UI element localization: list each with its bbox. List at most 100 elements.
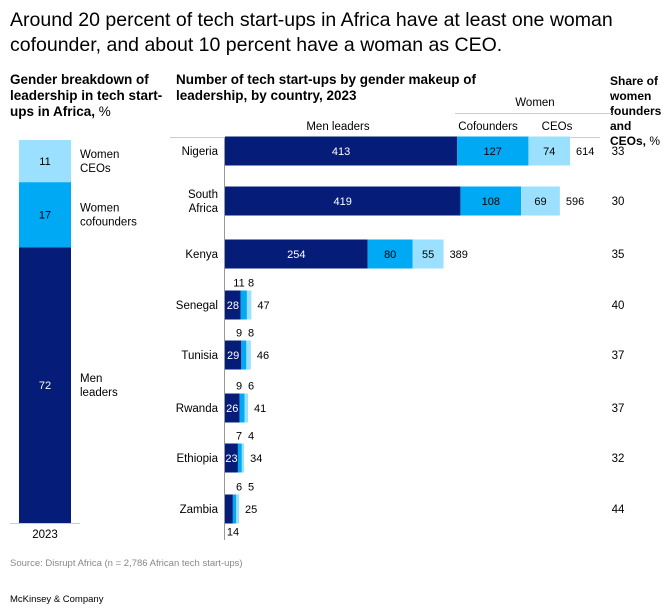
bar-segment-ethiopia-women-ceos — [241, 443, 245, 473]
column-header-men-leaders: Men leaders — [306, 121, 370, 133]
share-value-nigeria: 33 — [612, 146, 625, 158]
bar-value-rwanda-women-ceos: 6 — [248, 381, 254, 393]
bar-value-senegal-men-leaders: 28 — [227, 300, 239, 312]
bar-total-tunisia: 46 — [257, 350, 269, 362]
country-row-ethiopia: Ethiopia 23 7 4 34 — [176, 431, 262, 473]
bar-value-senegal-women-cofounders: 11 — [233, 278, 244, 290]
bar-segment-south-africa-women-cofounders — [460, 186, 522, 216]
bar-value-nigeria-men-leaders: 413 — [332, 146, 350, 158]
left-bar-value-women-cofounders: 17 — [39, 210, 51, 222]
left-series-label-women-ceos: Women CEOs — [80, 149, 119, 175]
country-label-nigeria: Nigeria — [182, 146, 219, 158]
share-value-tunisia: 37 — [612, 350, 625, 362]
bar-value-kenya-men-leaders: 254 — [287, 249, 305, 261]
share-column: 33 30 35 40 37 37 32 44 — [612, 146, 625, 516]
bar-value-kenya-women-cofounders: 80 — [384, 249, 396, 261]
bar-value-zambia-women-ceos: 5 — [248, 482, 254, 494]
middle-column-headers: Women Men leaders Cofounders CEOs — [170, 97, 612, 138]
share-value-rwanda: 37 — [612, 403, 625, 415]
women-group-header: Women — [515, 97, 554, 109]
left-series-label-women-cofounders: Women cofounders — [80, 203, 137, 229]
country-row-south-africa: South Africa 419 108 69 596 — [188, 186, 584, 216]
bar-segment-ethiopia-men-leaders — [225, 443, 238, 473]
bar-value-nigeria-women-ceos: 74 — [543, 146, 555, 158]
bar-segment-south-africa-men-leaders — [225, 186, 461, 216]
country-label-tunisia: Tunisia — [181, 350, 218, 362]
country-row-tunisia: Tunisia 29 9 846 — [181, 328, 269, 370]
bar-segment-nigeria-women-cofounders — [457, 136, 529, 166]
share-value-ethiopia: 32 — [612, 453, 625, 465]
country-label-rwanda: Rwanda — [176, 403, 219, 415]
bar-segment-zambia-men-leaders — [225, 494, 233, 524]
bar-segment-nigeria-men-leaders — [225, 136, 458, 166]
left-bar-segment-women-ceos — [19, 140, 71, 183]
column-header-ceos: CEOs — [542, 121, 573, 133]
bar-value-rwanda-men-leaders: 26 — [226, 403, 238, 415]
left-heading-text: Gender breakdown of leadership in tech s… — [10, 72, 163, 119]
left-category-label: 2023 — [32, 529, 58, 541]
bar-value-south-africa-men-leaders: 419 — [334, 196, 352, 208]
bar-segment-rwanda-men-leaders — [225, 393, 240, 423]
bar-segment-tunisia-women-ceos — [246, 340, 251, 370]
bar-value-south-africa-women-cofounders: 108 — [482, 196, 500, 208]
bar-segment-nigeria-women-ceos — [528, 136, 570, 166]
country-row-kenya: Kenya 254 80 55 389 — [185, 239, 468, 269]
country-row-nigeria: Nigeria 413 127 74 614 — [182, 136, 594, 166]
country-row-senegal: Senegal 28 11 847 — [176, 278, 270, 320]
bar-value-rwanda-women-cofounders: 9 — [236, 381, 242, 393]
middle-panel-heading: Number of tech start-ups by gender makeu… — [176, 72, 477, 103]
bar-segment-ethiopia-women-cofounders — [237, 443, 242, 473]
share-value-senegal: 40 — [612, 300, 625, 312]
bar-value-kenya-women-ceos: 55 — [422, 249, 434, 261]
bar-segment-senegal-women-cofounders — [240, 290, 247, 320]
country-row-zambia: Zambia 14 6 5 25 — [180, 482, 258, 539]
right-panel-heading: Share of women founders and CEOs, % — [610, 74, 666, 149]
country-label-kenya: Kenya — [185, 249, 218, 261]
bar-segment-zambia-women-ceos — [236, 494, 240, 524]
bar-segment-tunisia-men-leaders — [225, 340, 242, 370]
bar-total-zambia: 25 — [245, 504, 257, 516]
left-bar-value-men-leaders: 72 — [39, 380, 51, 392]
country-label-zambia: Zambia — [180, 504, 219, 516]
column-header-cofounders: Cofounders — [458, 121, 518, 133]
country-row-rwanda: Rwanda 26 9 641 — [176, 381, 266, 423]
country-label-senegal: Senegal — [176, 300, 218, 312]
bar-total-nigeria: 614 — [576, 146, 594, 158]
share-value-south-africa: 30 — [612, 196, 625, 208]
bar-segment-rwanda-women-cofounders — [239, 393, 245, 423]
bar-value-ethiopia-women-ceos: 4 — [248, 431, 254, 443]
left-stacked-chart: 72 Men leaders 17 Women cofounders 11 Women CEOs… — [10, 140, 137, 541]
bar-value-ethiopia-women-cofounders: 7 — [236, 431, 242, 443]
bar-value-tunisia-men-leaders: 29 — [227, 350, 239, 362]
bar-segment-senegal-men-leaders — [225, 290, 241, 320]
right-heading-text: Share of women founders and CEOs, — [610, 74, 662, 148]
bar-value-tunisia-women-ceos: 8 — [248, 328, 254, 340]
bar-value-zambia-men-leaders: 14 — [227, 527, 239, 539]
bar-value-tunisia-women-cofounders: 9 — [236, 328, 242, 340]
bar-total-kenya: 389 — [450, 249, 468, 261]
bar-total-ethiopia: 34 — [250, 453, 262, 465]
brand-logo-text: McKinsey & Company — [10, 594, 104, 605]
bar-segment-rwanda-women-ceos — [244, 393, 249, 423]
bar-segment-zambia-women-cofounders — [232, 494, 237, 524]
share-value-kenya: 35 — [612, 249, 625, 261]
share-value-zambia: 44 — [612, 504, 625, 516]
bar-segment-kenya-men-leaders — [225, 239, 368, 269]
right-heading-unit: % — [649, 134, 661, 148]
left-panel-heading: Gender breakdown of leadership in tech s… — [10, 72, 170, 120]
chart-title: Around 20 percent of tech start-ups in A… — [10, 9, 613, 56]
left-bar-value-women-ceos: 11 — [39, 156, 50, 168]
bar-value-ethiopia-men-leaders: 23 — [225, 453, 237, 465]
left-heading-unit: % — [98, 104, 111, 119]
bar-segment-kenya-women-cofounders — [367, 239, 413, 269]
bar-segment-south-africa-women-ceos — [521, 186, 560, 216]
bar-value-nigeria-women-cofounders: 127 — [484, 146, 502, 158]
bar-total-senegal: 47 — [257, 300, 269, 312]
left-bar-segment-men-leaders — [19, 247, 71, 524]
bar-segment-kenya-women-ceos — [412, 239, 444, 269]
bar-total-south-africa: 596 — [566, 196, 584, 208]
bar-segment-senegal-women-ceos — [246, 290, 252, 320]
bar-value-zambia-women-cofounders: 6 — [236, 482, 242, 494]
country-label-ethiopia: Ethiopia — [176, 453, 218, 465]
